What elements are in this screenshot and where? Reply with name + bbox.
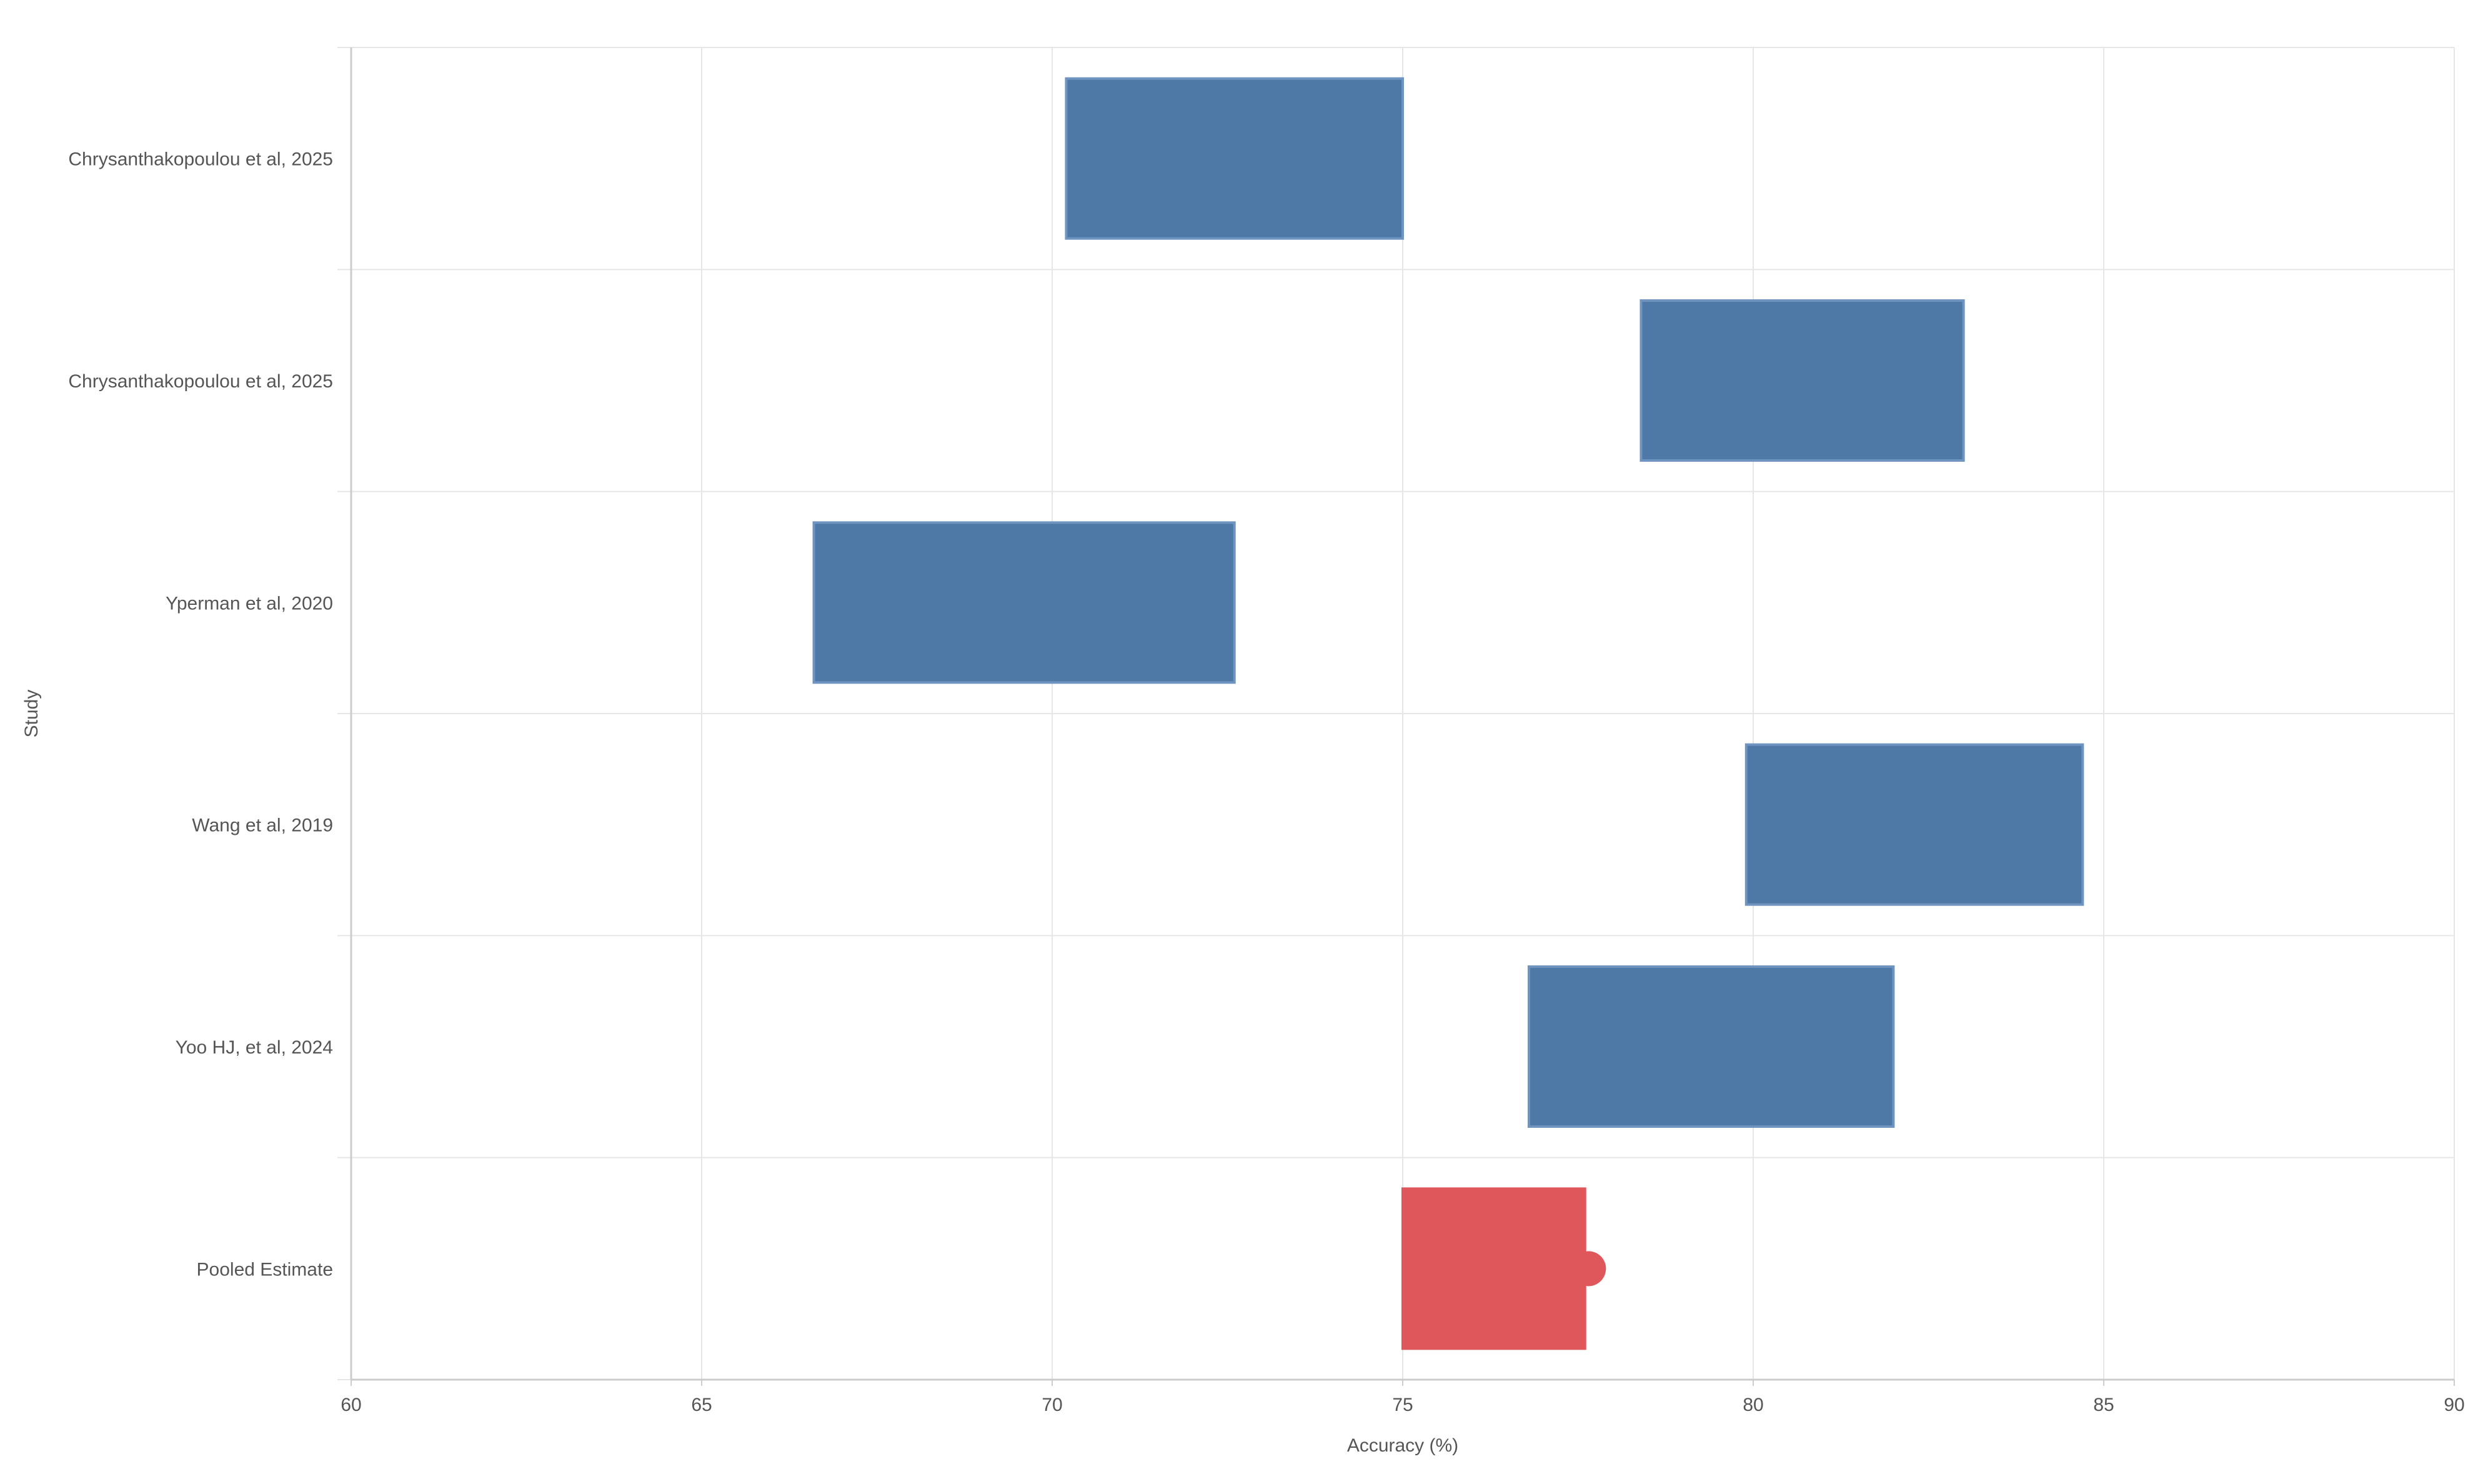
x-axis-title: Accuracy (%) bbox=[1347, 1435, 1458, 1456]
study-label: Wang et al, 2019 bbox=[192, 815, 333, 836]
labels-layer: 60 65 70 75 80 85 90 Chrysanthakopoulou et al, … bbox=[68, 149, 2464, 1415]
study-label: Chrysanthakopoulou et al, 2025 bbox=[68, 371, 333, 392]
x-tick-label: 65 bbox=[691, 1395, 712, 1415]
study-label: Yperman et al, 2020 bbox=[166, 593, 333, 614]
pooled-estimate-bar bbox=[1401, 1187, 1586, 1350]
x-tick-label: 75 bbox=[1392, 1395, 1413, 1415]
y-axis-title: Study bbox=[21, 690, 42, 738]
study-bar bbox=[1744, 743, 2084, 906]
x-tick-label: 60 bbox=[341, 1395, 361, 1415]
study-label: Chrysanthakopoulou et al, 2025 bbox=[68, 149, 333, 170]
axis-layer bbox=[350, 47, 2455, 1386]
study-bar bbox=[1527, 965, 1895, 1128]
pooled-estimate-label: Pooled Estimate bbox=[197, 1259, 333, 1280]
study-bar bbox=[812, 521, 1236, 684]
x-tick-label: 85 bbox=[2093, 1395, 2114, 1415]
study-bar bbox=[1065, 77, 1404, 240]
x-tick-label: 80 bbox=[1743, 1395, 1763, 1415]
x-tick-label: 90 bbox=[2444, 1395, 2464, 1415]
pooled-estimate-point bbox=[1571, 1251, 1606, 1287]
bars-layer bbox=[812, 77, 2084, 1350]
grid-layer bbox=[337, 47, 2455, 1380]
x-tick-label: 70 bbox=[1042, 1395, 1062, 1415]
study-label: Yoo HJ, et al, 2024 bbox=[176, 1037, 333, 1058]
study-bar bbox=[1640, 299, 1965, 462]
